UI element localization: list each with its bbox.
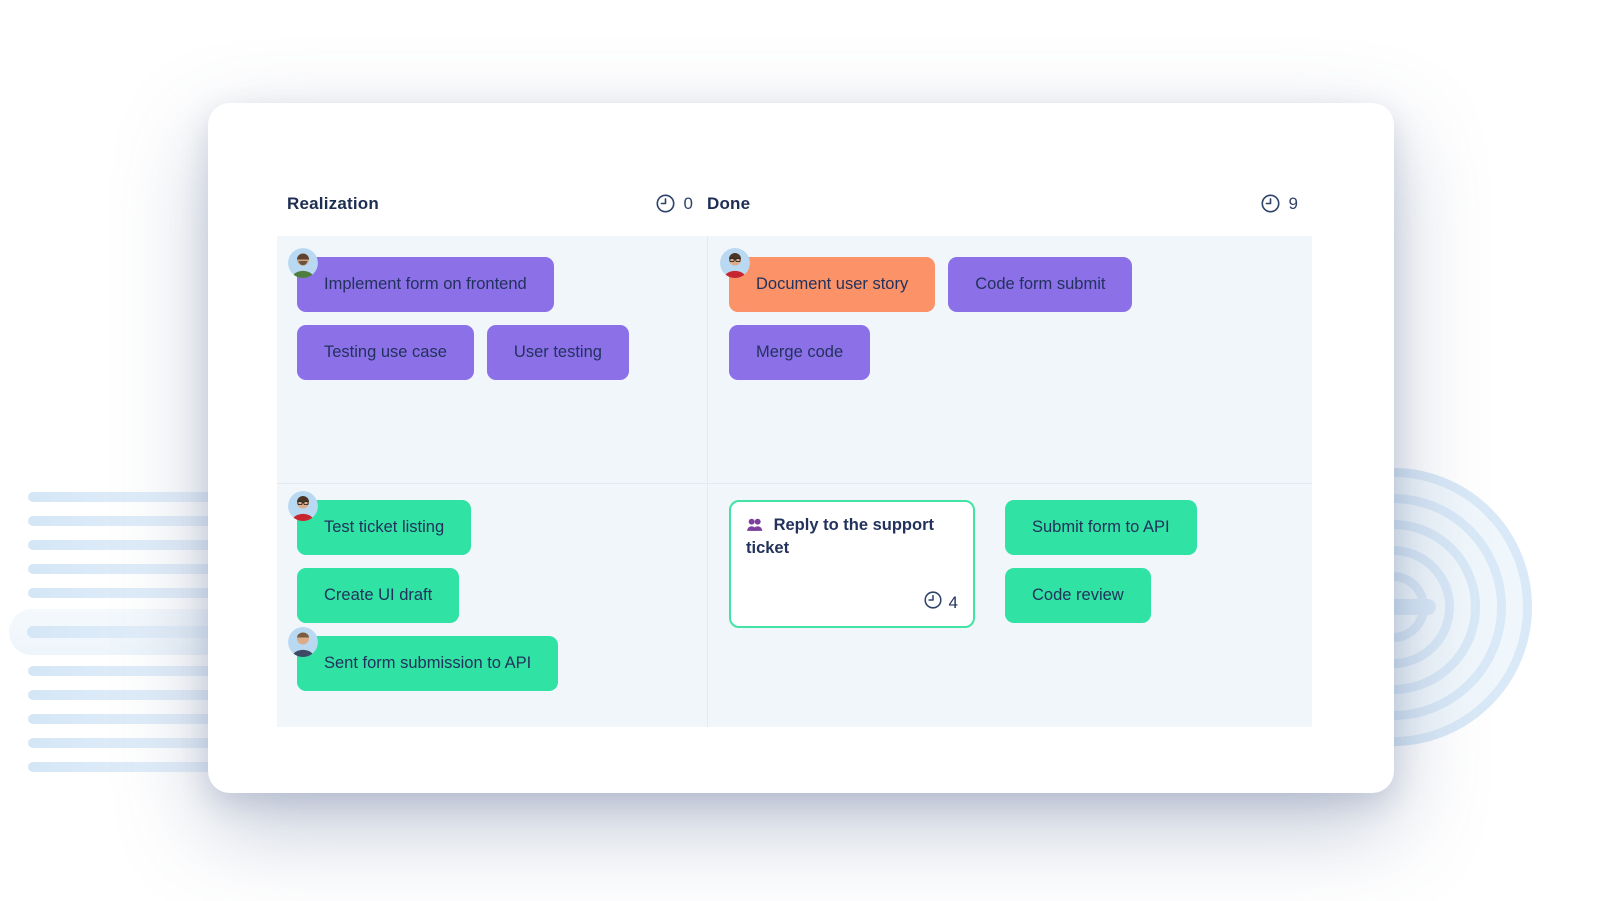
task-card-label: Sent form submission to API xyxy=(324,654,532,672)
avatar-man-red-shirt xyxy=(288,491,318,521)
detail-task-title: Reply to the support ticket xyxy=(746,515,958,560)
stripe xyxy=(28,492,228,502)
column-header-done: Done 9 xyxy=(707,193,1312,214)
task-card-label: Test ticket listing xyxy=(324,518,445,536)
ring-center xyxy=(1380,599,1436,615)
task-card-label: Submit form to API xyxy=(1032,518,1170,536)
time-counter: 0 xyxy=(655,193,693,214)
left-stripes-decoration xyxy=(9,492,248,772)
lane-cell-done-top: Document user story Code form submit Mer… xyxy=(707,236,1312,483)
detail-time-value: 4 xyxy=(948,592,958,612)
task-card-label: Merge code xyxy=(756,343,844,361)
task-card[interactable]: Create UI draft xyxy=(297,568,460,623)
detail-task-card[interactable]: Reply to the support ticket 4 xyxy=(729,500,975,628)
task-card-label: Create UI draft xyxy=(324,586,433,604)
kanban-board: Realization 0 Done 9 xyxy=(208,103,1394,793)
stripe xyxy=(28,738,228,748)
time-counter: 9 xyxy=(1260,193,1298,214)
stripe xyxy=(28,762,228,772)
lane-cell-done-bottom: Reply to the support ticket 4 Submit for… xyxy=(707,483,1312,727)
stripe xyxy=(28,564,228,574)
task-card-label: Testing use case xyxy=(324,343,447,361)
lane-cell-realization-top: Implement form on frontend Testing use c… xyxy=(277,236,707,483)
time-counter-value: 9 xyxy=(1288,193,1298,213)
stripe-highlight xyxy=(9,609,225,655)
board-lanes: Implement form on frontend Testing use c… xyxy=(277,236,1312,727)
column-title: Realization xyxy=(287,193,379,213)
stripe xyxy=(28,666,228,676)
clock-icon xyxy=(923,590,943,615)
detail-time-counter: 4 xyxy=(923,590,958,615)
task-card[interactable]: Sent form submission to API xyxy=(288,627,559,691)
task-card[interactable]: Code review xyxy=(1005,568,1151,623)
column-header-realization: Realization 0 xyxy=(277,193,707,214)
avatar-man-green-shirt xyxy=(288,248,318,278)
avatar-man-navy-shirt xyxy=(288,627,318,657)
column-headers: Realization 0 Done 9 xyxy=(277,193,1312,214)
task-card-label: Implement form on frontend xyxy=(324,275,527,293)
task-card-label: Code form submit xyxy=(975,275,1106,293)
clock-icon xyxy=(1260,193,1281,214)
stripe xyxy=(28,714,228,724)
task-card[interactable]: Document user story xyxy=(720,248,936,312)
task-card[interactable]: Test ticket listing xyxy=(288,491,472,555)
task-card[interactable]: Testing use case xyxy=(297,325,474,380)
stripe xyxy=(28,588,228,598)
clock-icon xyxy=(655,193,676,214)
detail-task-label: Reply to the support ticket xyxy=(746,516,935,557)
people-icon xyxy=(746,517,768,535)
task-card[interactable]: Submit form to API xyxy=(1005,500,1197,555)
lane-cell-realization-bottom: Test ticket listing Create UI draft Sent… xyxy=(277,483,707,727)
task-card-label: Code review xyxy=(1032,586,1124,604)
stripe xyxy=(27,626,217,638)
task-card[interactable]: User testing xyxy=(486,325,629,380)
task-card[interactable]: Merge code xyxy=(729,325,871,380)
column-title: Done xyxy=(707,193,751,213)
task-card[interactable]: Code form submit xyxy=(948,257,1133,312)
stripe xyxy=(28,516,228,526)
task-card-label: Document user story xyxy=(756,275,909,293)
stripe xyxy=(28,540,228,550)
task-card[interactable]: Implement form on frontend xyxy=(288,248,554,312)
stripe xyxy=(28,690,228,700)
avatar-man-red-shirt xyxy=(720,248,750,278)
task-card-label: User testing xyxy=(513,343,602,361)
time-counter-value: 0 xyxy=(683,193,693,213)
